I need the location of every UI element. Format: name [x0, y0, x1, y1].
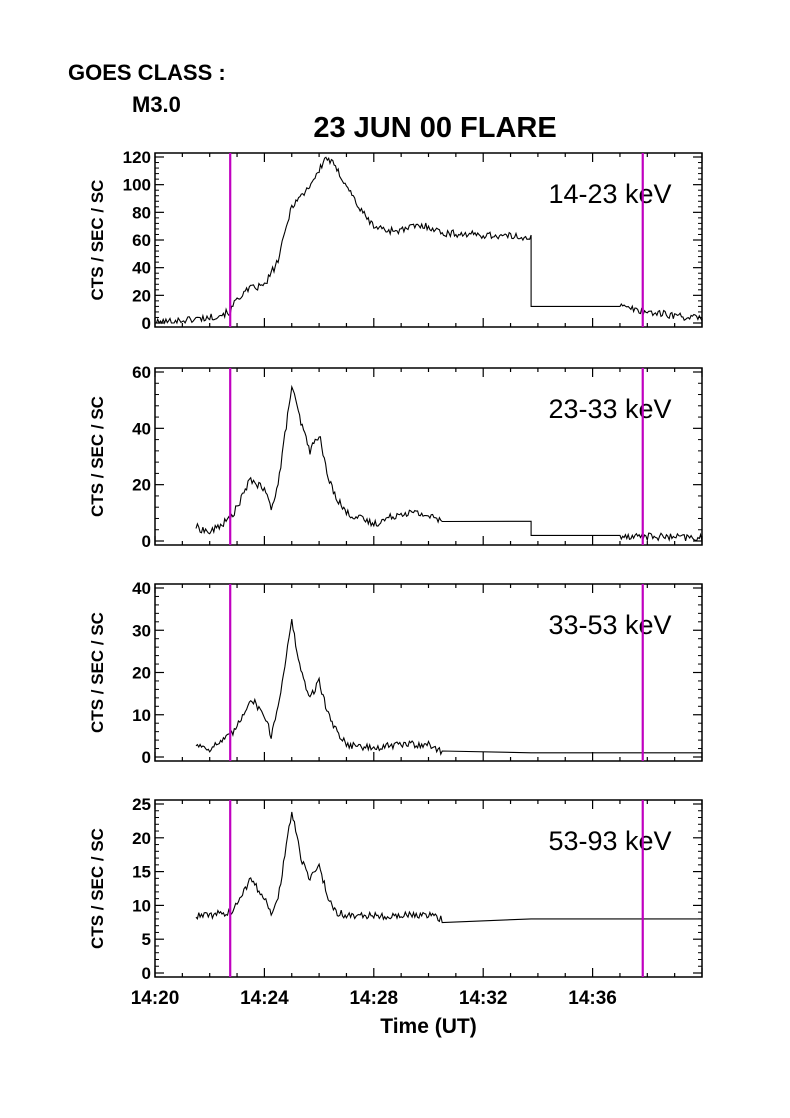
y-tick-label: 0: [142, 964, 151, 983]
energy-band-label: 53-93 keV: [548, 826, 671, 856]
x-tick-label: 14:20: [131, 988, 180, 1009]
series-line: [195, 384, 703, 543]
panel-2: 0 20 40 60 CTS / SEC / SC 23-33 keV: [88, 363, 703, 551]
y-tick-label: 5: [142, 930, 151, 949]
y-tick-label: 20: [132, 286, 151, 305]
x-axis-label: Time (UT): [380, 1015, 476, 1038]
panel-4: 0 5 10 15 20 25 CTS / SEC / SC 53-93 keV: [88, 795, 703, 983]
y-tick-label: 40: [132, 419, 151, 438]
y-axis-label: CTS / SEC / SC: [88, 396, 107, 517]
chart-title: 23 JUN 00 FLARE: [313, 112, 557, 144]
goes-class-label: GOES CLASS :: [68, 60, 226, 85]
x-tick-label: 14:24: [240, 988, 289, 1009]
panel-3: 0 10 20 30 40 CTS / SEC / SC 33-53 keV: [88, 579, 703, 767]
energy-band-label: 14-23 keV: [548, 179, 671, 209]
y-tick-label: 20: [132, 664, 151, 683]
y-tick-label: 20: [132, 829, 151, 848]
y-axis-label: CTS / SEC / SC: [88, 612, 107, 733]
y-tick-label: 20: [132, 476, 151, 495]
y-tick-label: 0: [142, 748, 151, 767]
goes-class-value: M3.0: [132, 92, 181, 117]
x-tick-label: 14:36: [568, 988, 617, 1009]
y-axis-label: CTS / SEC / SC: [88, 828, 107, 949]
x-tick-label: 14:32: [459, 988, 508, 1009]
x-tick-label: 14:28: [349, 988, 398, 1009]
y-tick-label: 40: [132, 579, 151, 598]
series-line: [195, 811, 702, 924]
y-tick-label: 25: [132, 795, 151, 814]
y-tick-label: 0: [142, 532, 151, 551]
panel-1: 0 20 40 60 80 100 120 CTS / SEC / SC 14-23 keV: [88, 148, 703, 333]
y-tick-label: 120: [123, 148, 151, 167]
y-tick-label: 80: [132, 203, 151, 222]
y-tick-label: 30: [132, 621, 151, 640]
y-tick-label: 0: [142, 314, 151, 333]
y-tick-label: 40: [132, 259, 151, 278]
y-tick-label: 60: [132, 363, 151, 382]
energy-band-label: 33-53 keV: [548, 610, 671, 640]
y-tick-label: 10: [132, 706, 151, 725]
y-tick-label: 100: [123, 176, 151, 195]
series-line: [155, 156, 703, 325]
y-tick-label: 10: [132, 896, 151, 915]
series-line: [195, 619, 702, 756]
y-tick-label: 60: [132, 231, 151, 250]
y-axis-label: CTS / SEC / SC: [88, 180, 107, 301]
energy-band-label: 23-33 keV: [548, 394, 671, 424]
y-tick-label: 15: [132, 863, 151, 882]
